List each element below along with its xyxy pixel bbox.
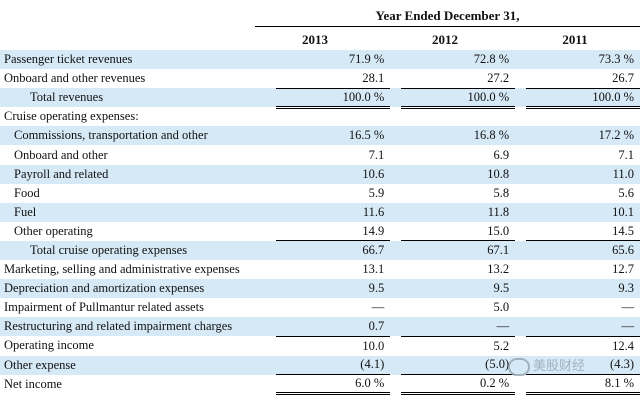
table-row: Other expense (4.1) (5.0) (4.3) bbox=[0, 355, 640, 375]
cell-2011: 11.0 bbox=[525, 164, 640, 184]
cell-2012: 10.8 bbox=[400, 164, 516, 184]
row-label: Total cruise operating expenses bbox=[0, 240, 266, 261]
row-label: Impairment of Pullmantur related assets bbox=[4, 300, 204, 315]
cell-2012: 13.2 bbox=[487, 262, 510, 277]
cell-2013: 10.0 bbox=[275, 335, 391, 356]
row-label: Other operating bbox=[14, 223, 93, 238]
cell-2011: 5.6 bbox=[618, 185, 634, 200]
cell-2013: 16.5 % bbox=[275, 126, 391, 146]
row-label: Commissions, transportation and other bbox=[0, 126, 266, 146]
income-statement-table: Passenger ticket revenues 71.9 % 72.8 % … bbox=[0, 50, 640, 396]
table-row: Food 5.9 5.8 5.6 bbox=[0, 184, 640, 203]
cell-2011: 9.3 bbox=[525, 279, 640, 299]
table-row: Payroll and related 10.6 10.8 11.0 bbox=[0, 164, 640, 184]
table-row: Onboard and other revenues 28.1 27.2 26.… bbox=[0, 69, 640, 88]
cell-2012 bbox=[401, 107, 515, 126]
cell-2013: 0.7 bbox=[275, 317, 391, 337]
row-label: Marketing, selling and administrative ex… bbox=[4, 262, 240, 277]
table-row-total: Total cruise operating expenses 66.7 67.… bbox=[0, 240, 640, 261]
table-row: Impairment of Pullmantur related assets … bbox=[0, 298, 640, 317]
row-label: Passenger ticket revenues bbox=[0, 50, 266, 70]
cell-2013: 7.1 bbox=[368, 147, 385, 162]
table-row: Other operating 14.9 15.0 14.5 bbox=[0, 222, 640, 241]
row-label: Depreciation and amortization expenses bbox=[0, 279, 266, 299]
cell-2013: 13.1 bbox=[362, 262, 385, 277]
cell-2012: 72.8 % bbox=[400, 50, 516, 70]
row-label: Restructuring and related impairment cha… bbox=[0, 317, 266, 337]
table-row-section: Cruise operating expenses: bbox=[0, 107, 640, 126]
cell-2011: 8.1 % bbox=[525, 374, 640, 396]
row-label: Onboard and other revenues bbox=[4, 71, 146, 86]
watermark-text: 美股财经 bbox=[533, 359, 586, 374]
table-row: Depreciation and amortization expenses 9… bbox=[0, 279, 640, 299]
table-row-total: Total revenues 100.0 % 100.0 % 100.0 % bbox=[0, 87, 640, 109]
cell-2012: 27.2 bbox=[487, 70, 510, 85]
cell-2013: 10.6 bbox=[275, 164, 391, 184]
cell-2013 bbox=[276, 107, 390, 126]
cell-2013: 28.1 bbox=[362, 70, 385, 85]
cell-2012: 11.8 bbox=[400, 202, 516, 222]
cell-2011: 7.1 bbox=[618, 147, 634, 162]
cell-2012: 15.0 bbox=[487, 223, 510, 238]
cell-2013: 9.5 bbox=[275, 279, 391, 299]
row-label: Operating income bbox=[4, 338, 94, 353]
table-row: Fuel 11.6 11.8 10.1 bbox=[0, 202, 640, 222]
cell-2011: 14.5 bbox=[612, 223, 634, 238]
cell-2011: 65.6 bbox=[525, 240, 640, 261]
cell-2011: 12.4 bbox=[525, 335, 640, 356]
cell-2012: 67.1 bbox=[400, 240, 516, 261]
cell-2013: (4.1) bbox=[275, 355, 391, 375]
cell-2013: 5.9 bbox=[368, 185, 385, 200]
cell-2012: — bbox=[400, 317, 516, 337]
cell-2013: 71.9 % bbox=[275, 50, 391, 70]
table-row: Passenger ticket revenues 71.9 % 72.8 % … bbox=[0, 50, 640, 70]
cell-2011: — bbox=[621, 300, 635, 315]
cell-2011: 17.2 % bbox=[525, 126, 640, 146]
cell-2011 bbox=[526, 107, 640, 126]
cell-2012: 5.8 bbox=[493, 185, 510, 200]
cell-2011: 10.1 bbox=[525, 202, 640, 222]
row-label: Cruise operating expenses: bbox=[4, 109, 139, 124]
cell-2013: 14.9 bbox=[362, 223, 385, 238]
cell-2012: 0.2 % bbox=[400, 374, 516, 396]
cell-2012: 5.2 bbox=[400, 335, 516, 356]
cell-2013: 6.0 % bbox=[275, 374, 391, 396]
table-row: Marketing, selling and administrative ex… bbox=[0, 260, 640, 279]
cell-2013: 66.7 bbox=[275, 240, 391, 261]
column-group-header: Year Ended December 31, bbox=[375, 8, 520, 23]
row-label: Other expense bbox=[0, 355, 266, 375]
table-row: Operating income 10.0 5.2 12.4 bbox=[0, 335, 640, 356]
cell-2012: 16.8 % bbox=[400, 126, 516, 146]
cell-2011: (4.3) bbox=[525, 355, 640, 375]
year-header-2013: 2013 bbox=[255, 32, 375, 51]
watermark: 美股财经 bbox=[508, 355, 585, 376]
table-row: Onboard and other 7.1 6.9 7.1 bbox=[0, 145, 640, 164]
cell-2013: 11.6 bbox=[275, 202, 391, 222]
row-label: Total revenues bbox=[0, 88, 266, 108]
table-row-net: Net income 6.0 % 0.2 % 8.1 % bbox=[0, 374, 640, 396]
row-label: Fuel bbox=[0, 202, 266, 222]
cell-2012: 9.5 bbox=[400, 279, 516, 299]
table-row: Restructuring and related impairment cha… bbox=[0, 317, 640, 337]
row-label: Food bbox=[14, 185, 40, 200]
cell-2012: 100.0 % bbox=[400, 87, 516, 109]
cell-2011: 73.3 % bbox=[525, 50, 640, 70]
cell-2012: (5.0) bbox=[400, 355, 516, 375]
cell-2012: 6.9 bbox=[493, 147, 510, 162]
year-header-2011: 2011 bbox=[515, 32, 635, 51]
header-rule bbox=[255, 26, 640, 27]
cell-2011: 26.7 bbox=[612, 70, 634, 85]
cell-2011: 12.7 bbox=[612, 262, 634, 277]
cell-2011: — bbox=[525, 317, 640, 337]
table-row: Commissions, transportation and other 16… bbox=[0, 126, 640, 146]
row-label: Payroll and related bbox=[0, 164, 266, 184]
wechat-icon bbox=[508, 357, 530, 376]
year-header-2012: 2012 bbox=[385, 32, 505, 51]
cell-2012: 5.0 bbox=[493, 300, 510, 315]
row-label: Onboard and other bbox=[14, 147, 108, 162]
cell-2013: 100.0 % bbox=[275, 87, 391, 109]
cell-2013: — bbox=[371, 300, 385, 315]
cell-2011: 100.0 % bbox=[525, 87, 640, 109]
row-label: Net income bbox=[4, 376, 62, 391]
